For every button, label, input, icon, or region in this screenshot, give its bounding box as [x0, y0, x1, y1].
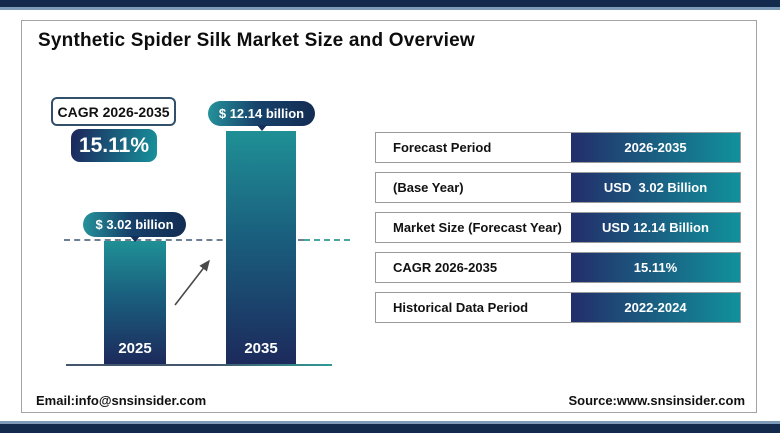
- top-accent-line: [0, 7, 780, 10]
- table-row: CAGR 2026-2035 15.11%: [375, 252, 741, 283]
- footer-email: Email:info@snsinsider.com: [36, 393, 207, 408]
- summary-table: Forecast Period 2026-2035 (Base Year) US…: [375, 132, 741, 323]
- bar-value-label: $ 12.14 billion: [218, 106, 305, 121]
- row-label: CAGR 2026-2035: [393, 260, 498, 275]
- table-row: Forecast Period 2026-2035: [375, 132, 741, 163]
- row-value: USD 3.02 Billion: [570, 173, 740, 202]
- cagr-value-badge: 15.11%: [71, 129, 157, 162]
- row-value: 15.11%: [570, 253, 740, 282]
- top-border-bar: [0, 0, 780, 7]
- row-value: 2026-2035: [570, 133, 740, 162]
- footer-source: Source:www.snsinsider.com: [568, 393, 745, 408]
- table-row: Market Size (Forecast Year) USD 12.14 Bi…: [375, 212, 741, 243]
- reference-dashed-line: [64, 239, 304, 241]
- bar-category-label: 2035: [244, 340, 278, 357]
- bar-value-callout-2035: $ 12.14 billion: [208, 101, 315, 131]
- growth-arrow-icon: [174, 259, 210, 306]
- bar-category-label: 2025: [118, 340, 152, 357]
- row-label: Market Size (Forecast Year): [393, 220, 562, 235]
- bar-value-label: $ 3.02 billion: [95, 217, 174, 232]
- page-title: Synthetic Spider Silk Market Size and Ov…: [38, 30, 475, 51]
- bar-value-callout-2025: $ 3.02 billion: [83, 212, 186, 242]
- bottom-border-bar: [0, 424, 780, 433]
- bar-2025: 2025: [104, 241, 166, 364]
- row-label: Forecast Period: [393, 140, 492, 155]
- content-frame: Synthetic Spider Silk Market Size and Ov…: [21, 20, 757, 413]
- row-label: Historical Data Period: [393, 300, 529, 315]
- row-value: USD 12.14 Billion: [570, 213, 740, 242]
- x-axis-baseline: [66, 364, 332, 366]
- table-row: (Base Year) USD 3.02 Billion: [375, 172, 741, 203]
- row-label: (Base Year): [393, 180, 464, 195]
- reference-dashed-line-teal: [304, 239, 350, 241]
- row-value: 2022-2024: [570, 293, 740, 322]
- cagr-period-label: CAGR 2026-2035: [51, 97, 176, 126]
- bottom-accent-line: [0, 421, 780, 424]
- table-row: Historical Data Period 2022-2024: [375, 292, 741, 323]
- bar-2035: 2035: [226, 131, 296, 364]
